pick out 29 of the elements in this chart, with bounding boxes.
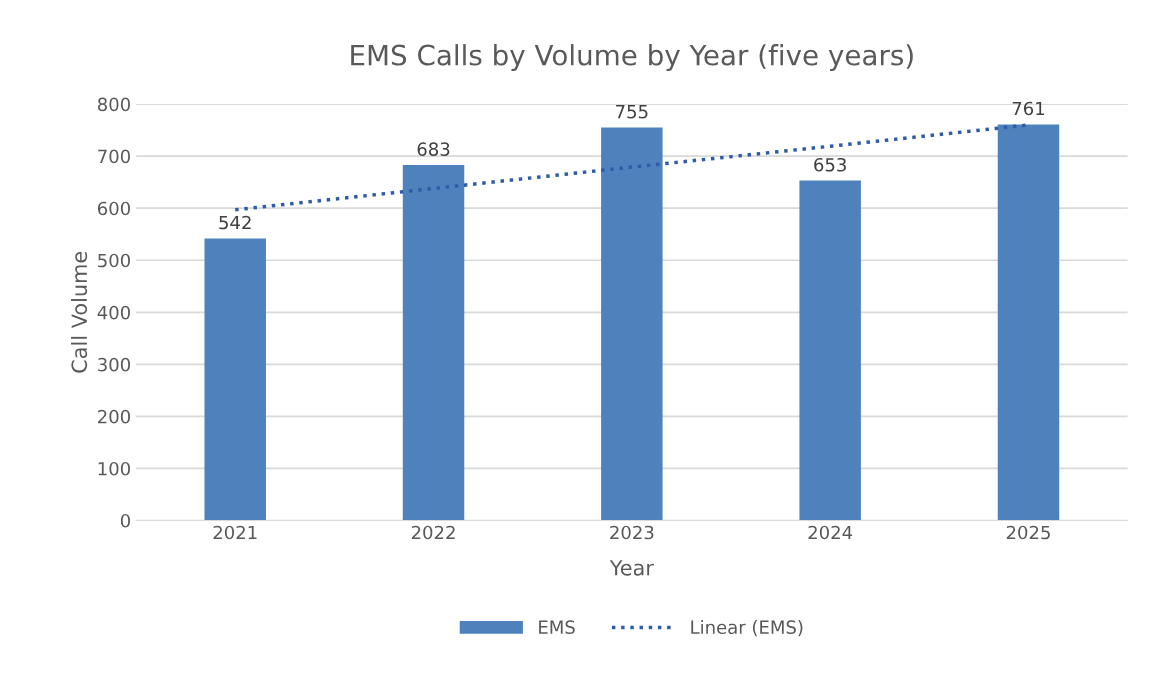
data-label: 683 [417, 142, 450, 156]
data-label: 761 [1012, 101, 1045, 116]
bar [402, 165, 465, 521]
x-tick-label: 2025 [1006, 525, 1050, 540]
y-tick-label: 600 [97, 201, 130, 216]
chart-title: EMS Calls by Volume by Year (five years) [351, 44, 913, 71]
x-tick-label: 2024 [808, 525, 853, 540]
bar [204, 238, 266, 521]
data-label: 653 [814, 157, 846, 172]
data-label: 542 [219, 215, 251, 230]
y-axis-title: Call Volume [71, 251, 88, 373]
y-tick-label: 200 [98, 409, 130, 424]
y-tick-label: 300 [98, 357, 130, 372]
y-tick-label: 700 [98, 149, 130, 164]
x-tick-label: 2022 [411, 525, 455, 540]
x-tick-label: 2021 [213, 525, 257, 540]
data-label: 755 [616, 105, 648, 119]
bar [997, 124, 1060, 521]
y-tick-label: 0 [120, 513, 130, 528]
x-tick-label: 2023 [610, 525, 654, 540]
bar [601, 127, 663, 521]
y-tick-label: 800 [97, 97, 130, 112]
y-tick-label: 500 [98, 253, 130, 268]
y-tick-label: 100 [98, 461, 130, 476]
legend-label: EMS [539, 620, 575, 635]
bar [799, 180, 861, 521]
x-axis-title: Year [609, 560, 654, 576]
y-tick-label: 400 [97, 305, 130, 320]
legend-label: Linear (EMS) [691, 620, 803, 637]
